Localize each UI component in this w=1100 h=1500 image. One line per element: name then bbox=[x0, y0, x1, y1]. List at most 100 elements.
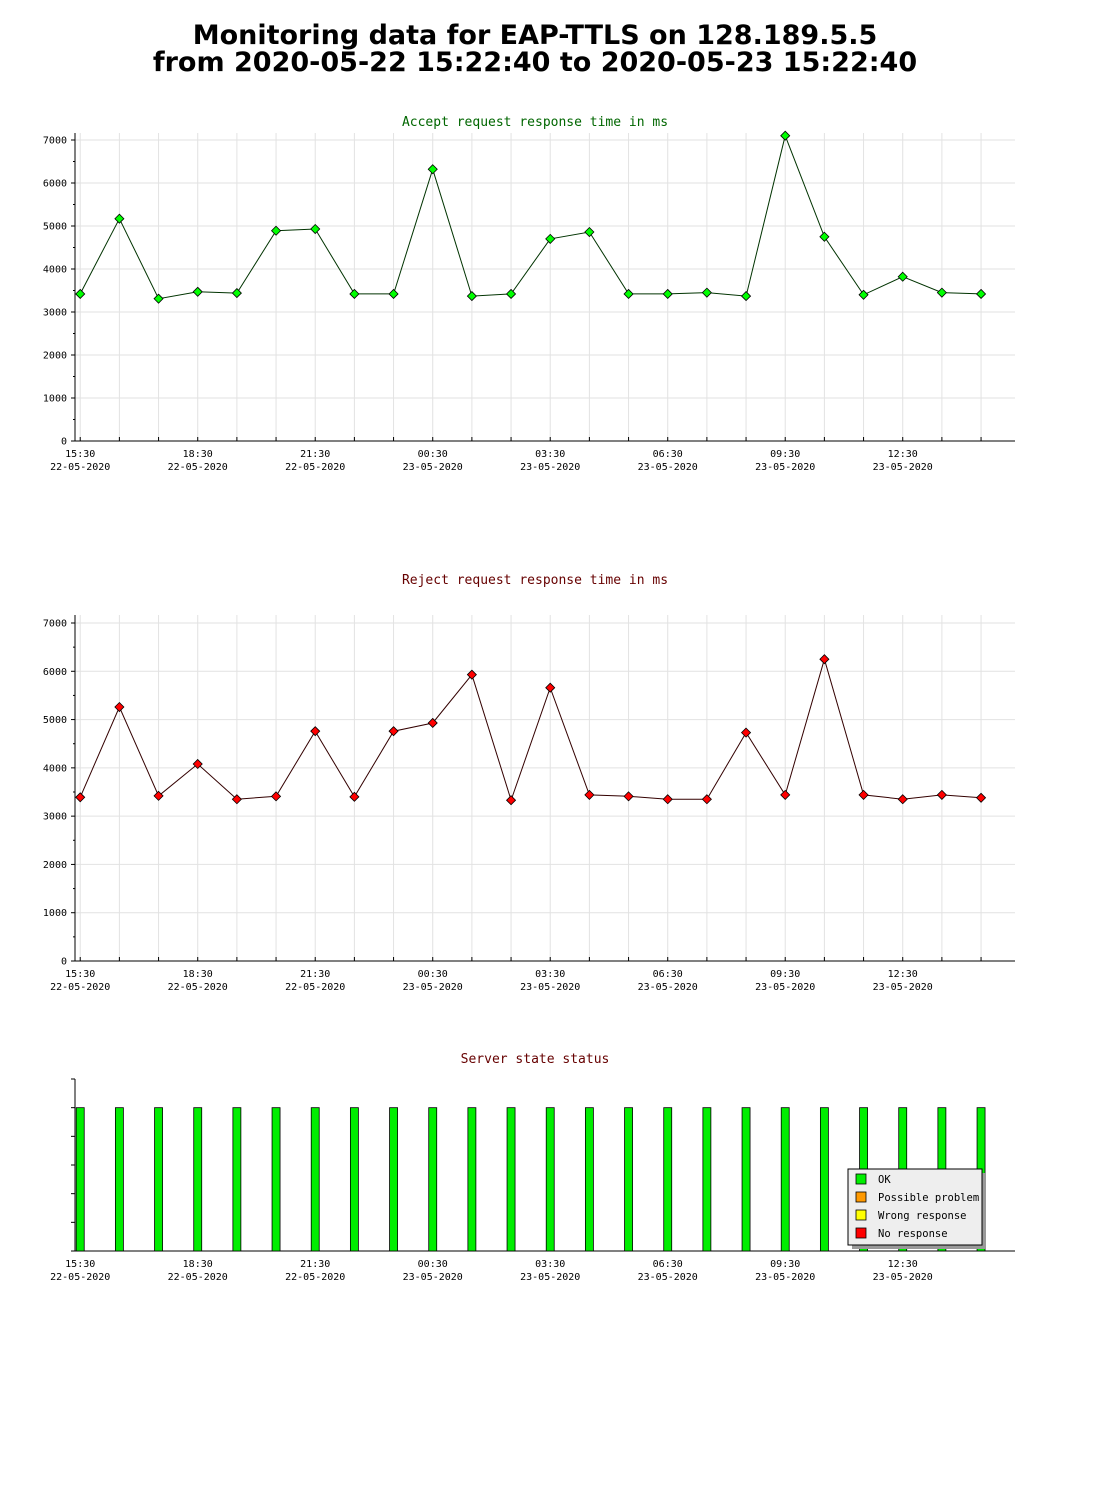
y-tick-label: 6000 bbox=[43, 667, 67, 678]
x-tick-label-time: 21:30 bbox=[300, 449, 330, 460]
data-point bbox=[505, 795, 517, 806]
data-point bbox=[740, 727, 752, 738]
data-point bbox=[975, 792, 987, 803]
x-tick-label-date: 22-05-2020 bbox=[50, 1272, 110, 1283]
status-bar bbox=[428, 1107, 438, 1252]
x-tick-label-time: 00:30 bbox=[418, 449, 448, 460]
x-tick-label-time: 03:30 bbox=[535, 449, 565, 460]
x-tick-label-date: 23-05-2020 bbox=[755, 462, 815, 473]
status-bar bbox=[467, 1107, 477, 1252]
data-point bbox=[858, 289, 869, 300]
x-tick-label-date: 22-05-2020 bbox=[50, 462, 110, 473]
y-tick-label: 3000 bbox=[43, 812, 67, 823]
x-tick-label-time: 06:30 bbox=[653, 969, 683, 980]
legend-label: Possible problem bbox=[878, 1192, 979, 1204]
data-point bbox=[231, 794, 242, 805]
status-bar bbox=[232, 1107, 242, 1252]
data-point bbox=[858, 789, 869, 800]
y-tick-label: 1000 bbox=[43, 908, 67, 919]
data-point bbox=[936, 287, 947, 298]
legend-label: No response bbox=[878, 1228, 948, 1240]
x-tick-label-date: 23-05-2020 bbox=[638, 462, 698, 473]
data-point bbox=[584, 226, 595, 238]
x-tick-label-time: 06:30 bbox=[653, 1259, 683, 1270]
data-point bbox=[114, 213, 125, 224]
status-bar bbox=[663, 1107, 673, 1252]
x-tick-label-date: 22-05-2020 bbox=[285, 982, 345, 993]
x-tick-label-date: 22-05-2020 bbox=[168, 462, 228, 473]
x-tick-label-date: 23-05-2020 bbox=[755, 1272, 815, 1283]
status-bar bbox=[624, 1107, 633, 1252]
x-tick-label-time: 00:30 bbox=[418, 969, 448, 980]
data-point bbox=[192, 758, 203, 770]
chart-title: Accept request response time in ms bbox=[402, 115, 668, 130]
x-tick-label-time: 03:30 bbox=[535, 969, 565, 980]
data-point bbox=[740, 291, 752, 302]
x-tick-label-date: 23-05-2020 bbox=[520, 1272, 580, 1283]
data-point bbox=[349, 791, 360, 802]
data-point bbox=[427, 164, 438, 175]
data-point bbox=[270, 225, 282, 236]
data-point bbox=[270, 791, 282, 802]
status-bar bbox=[114, 1107, 124, 1252]
data-point bbox=[388, 288, 399, 300]
status-bar bbox=[545, 1107, 555, 1252]
x-tick-label-date: 23-05-2020 bbox=[638, 982, 698, 993]
y-tick-label: 6000 bbox=[43, 179, 67, 190]
x-tick-label-date: 23-05-2020 bbox=[520, 462, 580, 473]
x-tick-label-time: 06:30 bbox=[653, 449, 683, 460]
y-tick-label: 7000 bbox=[43, 619, 67, 630]
x-tick-label-date: 22-05-2020 bbox=[285, 462, 345, 473]
x-tick-label-date: 23-05-2020 bbox=[403, 462, 463, 473]
legend-swatch bbox=[855, 1191, 867, 1203]
status-bar bbox=[584, 1107, 594, 1252]
x-tick-label-date: 23-05-2020 bbox=[403, 1272, 463, 1283]
data-point bbox=[75, 792, 86, 803]
y-tick-label: 0 bbox=[61, 437, 67, 448]
y-tick-label: 4000 bbox=[43, 265, 67, 276]
x-tick-label-time: 12:30 bbox=[888, 1259, 918, 1270]
x-tick-label-date: 23-05-2020 bbox=[873, 1272, 933, 1283]
x-tick-label-time: 21:30 bbox=[300, 969, 330, 980]
status-bar bbox=[780, 1107, 790, 1252]
data-point bbox=[819, 231, 830, 242]
data-point bbox=[623, 791, 634, 802]
data-point bbox=[936, 789, 947, 800]
x-tick-label-date: 23-05-2020 bbox=[520, 982, 580, 993]
page-title-line-2: from 2020-05-22 15:22:40 to 2020-05-23 1… bbox=[152, 47, 918, 78]
data-point bbox=[505, 288, 517, 300]
data-point bbox=[75, 288, 86, 300]
data-point bbox=[349, 288, 360, 300]
y-tick-label: 3000 bbox=[43, 308, 67, 319]
legend-swatch bbox=[855, 1173, 867, 1185]
x-tick-label-time: 09:30 bbox=[770, 969, 800, 980]
status-bar bbox=[389, 1107, 398, 1252]
data-point bbox=[545, 682, 556, 693]
page-title-line-1: Monitoring data for EAP-TTLS on 128.189.… bbox=[192, 20, 878, 51]
data-point bbox=[388, 726, 399, 737]
y-tick-label: 2000 bbox=[43, 860, 67, 871]
data-point bbox=[662, 794, 673, 805]
data-point bbox=[466, 291, 477, 302]
legend-label: OK bbox=[878, 1174, 891, 1186]
x-tick-label-date: 23-05-2020 bbox=[873, 462, 933, 473]
page-title: Monitoring data for EAP-TTLS on 128.189.… bbox=[0, 22, 1070, 76]
x-tick-label-time: 12:30 bbox=[888, 449, 918, 460]
data-point bbox=[701, 287, 712, 298]
data-point bbox=[231, 288, 242, 299]
x-tick-label-time: 18:30 bbox=[183, 1259, 213, 1270]
y-tick-label: 5000 bbox=[43, 715, 67, 726]
data-point bbox=[780, 130, 791, 141]
series-line bbox=[79, 134, 982, 300]
x-tick-label-time: 18:30 bbox=[183, 449, 213, 460]
data-point bbox=[897, 794, 908, 805]
data-point bbox=[153, 293, 164, 304]
data-point bbox=[662, 288, 673, 300]
data-point bbox=[584, 789, 595, 800]
x-tick-label-time: 18:30 bbox=[183, 969, 213, 980]
x-tick-label-date: 22-05-2020 bbox=[168, 982, 228, 993]
status-bar bbox=[271, 1107, 281, 1252]
x-tick-label-time: 09:30 bbox=[770, 449, 800, 460]
legend-swatch bbox=[855, 1227, 867, 1239]
status-bar bbox=[193, 1107, 203, 1252]
